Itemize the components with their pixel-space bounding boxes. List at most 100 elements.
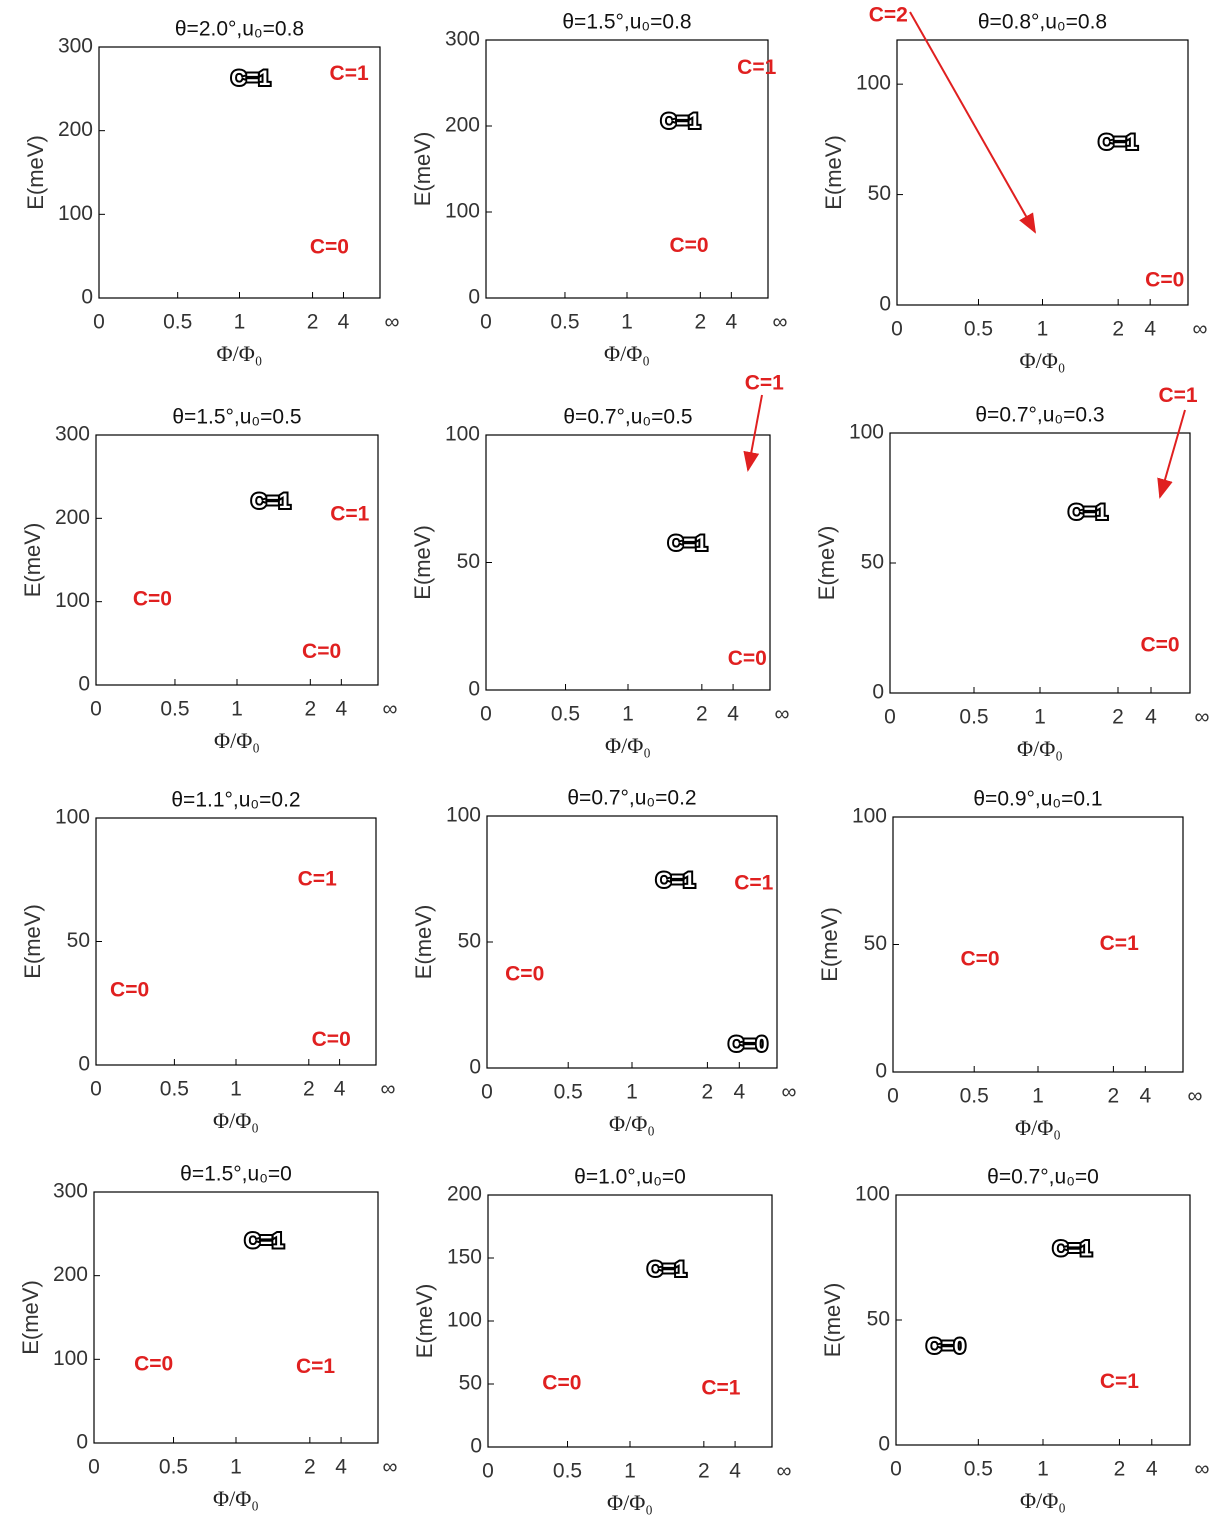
- x-tick-label: 1: [230, 1456, 242, 1479]
- x-tick-label: 2: [696, 703, 708, 726]
- y-tick-label: 150: [447, 1246, 482, 1269]
- chern-label: C=1: [296, 1355, 335, 1378]
- chern-label: C=1: [245, 1230, 284, 1253]
- x-tick-label: ∞: [383, 698, 398, 721]
- y-axis-label: E(meV): [814, 526, 839, 601]
- x-tick-label: 2: [304, 698, 316, 721]
- x-tick-label: 2: [694, 311, 706, 334]
- y-tick-label: 300: [55, 423, 90, 446]
- y-axis-label: E(meV): [23, 135, 48, 210]
- y-tick-label: 300: [53, 1180, 88, 1203]
- chern-label: C=0: [728, 647, 767, 670]
- chern-label: C=0: [1140, 634, 1179, 657]
- y-tick-label: 100: [445, 423, 480, 446]
- x-tick-label: 0: [93, 311, 105, 334]
- chern-label: C=1: [647, 1258, 686, 1281]
- y-tick-label: 200: [53, 1263, 88, 1286]
- x-tick-label: 1: [231, 698, 243, 721]
- x-tick-label: 2: [1108, 1085, 1120, 1108]
- x-tick-label: 4: [1146, 1458, 1158, 1481]
- x-tick-label: 0.5: [551, 703, 580, 726]
- panel-title: θ=1.0°,u₀=0: [574, 1166, 686, 1189]
- x-tick-label: 2: [307, 311, 319, 334]
- x-tick-label: ∞: [773, 311, 788, 334]
- chern-label: C=0: [302, 640, 341, 663]
- plot-frame: [485, 39, 769, 299]
- chern-label: C=0: [728, 1033, 767, 1056]
- y-tick-label: 100: [446, 804, 481, 827]
- chern-label: C=0: [310, 235, 349, 258]
- chern-label: C=0: [926, 1335, 965, 1358]
- x-tick-label: 0: [884, 706, 896, 729]
- x-axis-label: Φ/Φ₀: [1020, 1488, 1066, 1513]
- x-tick-label: ∞: [782, 1081, 797, 1104]
- x-axis-label: Φ/Φ₀: [1015, 1115, 1061, 1140]
- y-axis-label: E(meV): [410, 525, 435, 600]
- panel-title: θ=0.7°,u₀=0.3: [975, 404, 1104, 427]
- x-tick-label: 4: [1145, 706, 1157, 729]
- x-tick-label: 0.5: [550, 311, 579, 334]
- y-axis-label: E(meV): [821, 135, 846, 210]
- plot-frame: [896, 39, 1189, 306]
- x-axis-label: Φ/Φ₀: [1017, 736, 1063, 761]
- x-tick-label: 0: [482, 1460, 494, 1483]
- y-tick-label: 100: [53, 1347, 88, 1370]
- x-tick-label: 2: [1114, 1458, 1126, 1481]
- chern-label: C=1: [734, 872, 773, 895]
- chern-label: C=1: [661, 110, 700, 133]
- x-tick-label: ∞: [1195, 706, 1210, 729]
- x-axis-label: Φ/Φ₀: [213, 1108, 259, 1133]
- y-tick-label: 0: [468, 286, 480, 309]
- x-tick-label: 1: [1034, 706, 1046, 729]
- x-tick-label: 0.5: [964, 1458, 993, 1481]
- y-tick-label: 100: [58, 202, 93, 225]
- chern-label: C=1: [701, 1377, 740, 1400]
- y-tick-label: 0: [78, 673, 90, 696]
- x-tick-label: 0: [480, 311, 492, 334]
- x-tick-label: ∞: [381, 1078, 396, 1101]
- x-tick-label: 0: [88, 1456, 100, 1479]
- chern-label: C=1: [656, 869, 695, 892]
- x-axis-label: Φ/Φ₀: [1020, 348, 1066, 373]
- x-tick-label: 4: [727, 703, 739, 726]
- y-tick-label: 0: [470, 1435, 482, 1458]
- panel-title: θ=0.8°,u₀=0.8: [978, 11, 1107, 34]
- x-tick-label: 1: [626, 1081, 638, 1104]
- x-tick-label: 0: [480, 703, 492, 726]
- y-tick-label: 0: [78, 1053, 90, 1076]
- chern-label: C=1: [745, 372, 784, 395]
- chern-label: C=1: [1068, 501, 1107, 524]
- panel-title: θ=0.7°,u₀=0: [987, 1166, 1099, 1189]
- x-tick-label: ∞: [385, 311, 400, 334]
- y-tick-label: 50: [457, 550, 480, 573]
- y-tick-label: 50: [867, 1308, 890, 1331]
- x-tick-label: 4: [338, 311, 350, 334]
- y-tick-label: 0: [878, 1433, 890, 1456]
- y-tick-label: 100: [849, 421, 884, 444]
- x-tick-label: 0.5: [553, 1460, 582, 1483]
- chern-label: C=1: [1053, 1238, 1092, 1261]
- chern-label: C=1: [1099, 131, 1138, 154]
- x-tick-label: 0.5: [159, 1456, 188, 1479]
- plot-frame: [487, 1194, 773, 1448]
- panel-title: θ=0.9°,u₀=0.1: [973, 788, 1102, 811]
- panel-title: θ=1.5°,u₀=0.5: [172, 406, 301, 429]
- x-tick-label: 1: [230, 1078, 242, 1101]
- y-tick-label: 50: [459, 1372, 482, 1395]
- annotation-arrow: [909, 11, 1036, 234]
- chern-label: C=1: [668, 532, 707, 555]
- y-tick-label: 0: [468, 678, 480, 701]
- y-tick-label: 100: [55, 806, 90, 829]
- y-axis-label: E(meV): [820, 1283, 845, 1358]
- x-tick-label: 1: [622, 703, 634, 726]
- y-axis-label: E(meV): [410, 132, 435, 207]
- x-tick-label: 2: [1112, 706, 1124, 729]
- y-tick-label: 300: [445, 28, 480, 51]
- y-axis-label: E(meV): [20, 904, 45, 979]
- y-axis-label: E(meV): [817, 907, 842, 982]
- y-tick-label: 100: [856, 72, 891, 95]
- y-tick-label: 50: [458, 930, 481, 953]
- chern-label: C=1: [1100, 932, 1139, 955]
- y-axis-label: E(meV): [20, 523, 45, 598]
- chern-label: C=1: [330, 503, 369, 526]
